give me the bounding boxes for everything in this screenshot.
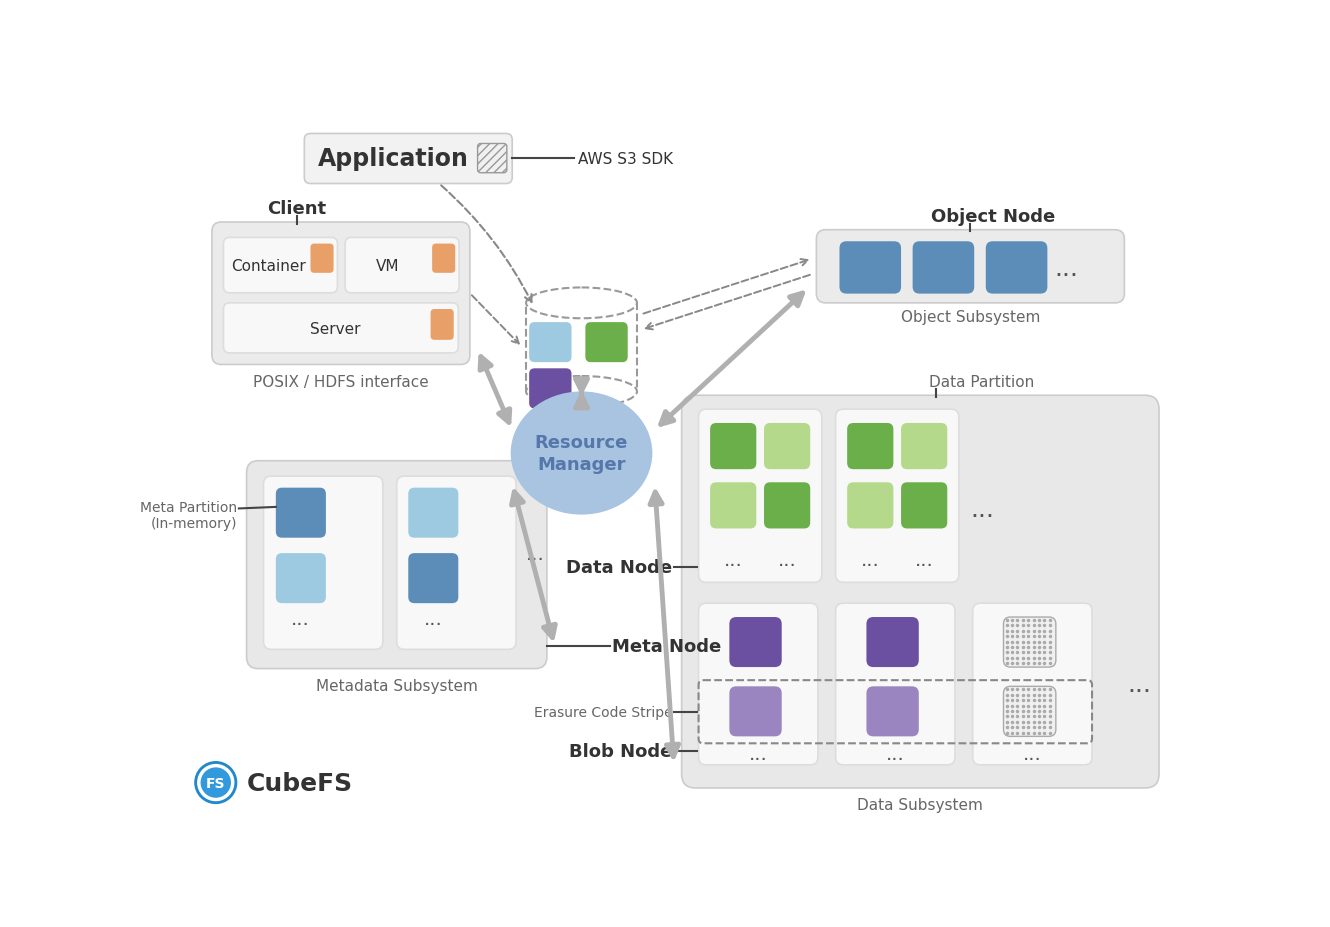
Text: ...: ... <box>886 744 904 763</box>
Text: Blob Node: Blob Node <box>569 743 673 760</box>
FancyBboxPatch shape <box>1004 617 1056 667</box>
Text: POSIX / HDFS interface: POSIX / HDFS interface <box>253 375 428 389</box>
FancyBboxPatch shape <box>835 410 959 583</box>
Text: ...: ... <box>1023 744 1043 763</box>
Ellipse shape <box>511 392 653 515</box>
FancyBboxPatch shape <box>246 462 547 669</box>
Text: Metadata Subsystem: Metadata Subsystem <box>315 679 477 693</box>
FancyBboxPatch shape <box>839 242 902 294</box>
FancyBboxPatch shape <box>817 231 1124 303</box>
Bar <box>527 303 637 392</box>
Text: ...: ... <box>861 551 879 569</box>
Text: Application: Application <box>318 147 468 171</box>
Text: Data Partition: Data Partition <box>930 375 1035 389</box>
FancyBboxPatch shape <box>986 242 1048 294</box>
Text: ...: ... <box>291 609 310 629</box>
Text: ...: ... <box>915 551 934 569</box>
Text: ...: ... <box>525 544 545 563</box>
Text: ...: ... <box>749 744 767 763</box>
FancyBboxPatch shape <box>432 245 455 273</box>
FancyBboxPatch shape <box>275 489 326 539</box>
FancyBboxPatch shape <box>835 603 955 765</box>
FancyBboxPatch shape <box>346 238 459 294</box>
Text: Object Subsystem: Object Subsystem <box>900 310 1040 324</box>
FancyBboxPatch shape <box>585 323 628 362</box>
Text: Manager: Manager <box>537 455 626 474</box>
FancyBboxPatch shape <box>710 483 757 529</box>
Text: Data Node: Data Node <box>567 558 673 577</box>
Text: CubeFS: CubeFS <box>246 770 352 794</box>
Text: ...: ... <box>424 609 443 629</box>
FancyBboxPatch shape <box>529 323 572 362</box>
FancyBboxPatch shape <box>305 134 512 184</box>
Text: Container: Container <box>231 260 306 274</box>
Ellipse shape <box>527 288 637 319</box>
FancyBboxPatch shape <box>223 303 459 353</box>
FancyBboxPatch shape <box>396 476 516 650</box>
Text: Meta Node: Meta Node <box>612 637 722 654</box>
FancyBboxPatch shape <box>211 222 469 365</box>
FancyBboxPatch shape <box>847 483 894 529</box>
Ellipse shape <box>527 376 637 407</box>
FancyBboxPatch shape <box>698 410 822 583</box>
Circle shape <box>194 761 237 805</box>
Text: ...: ... <box>970 498 994 522</box>
FancyBboxPatch shape <box>847 424 894 470</box>
Text: ...: ... <box>1128 672 1152 696</box>
FancyBboxPatch shape <box>223 238 338 294</box>
Text: Object Node: Object Node <box>931 208 1056 225</box>
Text: Erasure Code Stripe: Erasure Code Stripe <box>533 705 673 719</box>
FancyBboxPatch shape <box>902 424 947 470</box>
FancyBboxPatch shape <box>408 489 459 539</box>
FancyBboxPatch shape <box>729 617 782 667</box>
FancyBboxPatch shape <box>310 245 334 273</box>
Text: AWS S3 SDK: AWS S3 SDK <box>577 152 673 167</box>
Text: ...: ... <box>724 551 742 569</box>
Text: FS: FS <box>206 776 226 790</box>
Text: Client: Client <box>267 200 326 218</box>
Text: VM: VM <box>376 260 399 274</box>
FancyBboxPatch shape <box>698 603 818 765</box>
FancyBboxPatch shape <box>275 553 326 603</box>
FancyBboxPatch shape <box>408 553 459 603</box>
FancyBboxPatch shape <box>866 617 919 667</box>
FancyBboxPatch shape <box>477 145 507 173</box>
Circle shape <box>200 766 233 800</box>
Text: Volume: Volume <box>553 399 610 413</box>
FancyBboxPatch shape <box>763 424 810 470</box>
FancyBboxPatch shape <box>866 687 919 737</box>
Text: Server: Server <box>310 322 360 337</box>
FancyBboxPatch shape <box>529 369 572 409</box>
FancyBboxPatch shape <box>729 687 782 737</box>
FancyBboxPatch shape <box>1004 687 1056 737</box>
Text: ...: ... <box>778 551 797 569</box>
Text: Data Subsystem: Data Subsystem <box>858 797 983 813</box>
FancyBboxPatch shape <box>763 483 810 529</box>
FancyBboxPatch shape <box>912 242 974 294</box>
FancyBboxPatch shape <box>972 603 1092 765</box>
FancyBboxPatch shape <box>902 483 947 529</box>
FancyBboxPatch shape <box>431 310 454 340</box>
Text: ...: ... <box>1055 257 1079 281</box>
Text: Meta Partition
(In-memory): Meta Partition (In-memory) <box>140 500 237 530</box>
FancyBboxPatch shape <box>682 396 1158 788</box>
FancyBboxPatch shape <box>263 476 383 650</box>
Text: Resource: Resource <box>535 434 628 451</box>
FancyBboxPatch shape <box>710 424 757 470</box>
